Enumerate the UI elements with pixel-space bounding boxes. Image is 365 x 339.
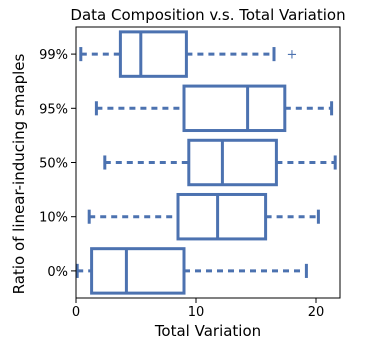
y-axis-label: Ratio of linear-inducing smaples [10,53,28,294]
box-ratio-50pct [187,138,278,187]
plot-area: 0% 10% 50% 95% +99% 0 10 20 [39,26,341,320]
x-tick-label-10: 10 [188,305,205,320]
y-tick-label-ratio-0pct: 0% [47,265,68,280]
box-ratio-0pct [90,247,186,295]
y-tick-label-ratio-99pct: 99% [39,48,68,63]
box-ratio-10pct [176,192,268,241]
outlier-ratio-99pct-0: + [287,48,298,63]
plot-frame [75,26,341,299]
y-tick-label-ratio-50pct: 50% [39,157,68,172]
chart-title: Data Composition v.s. Total Variation [70,6,345,24]
x-axis-label: Total Variation [154,322,261,339]
x-tick-label-0: 0 [72,305,80,320]
x-tick-label-20: 20 [308,305,325,320]
y-tick-label-ratio-95pct: 95% [39,102,68,117]
y-tick-label-ratio-10pct: 10% [39,211,68,226]
box-ratio-95pct [182,84,287,133]
box-ratio-99pct [118,30,188,78]
